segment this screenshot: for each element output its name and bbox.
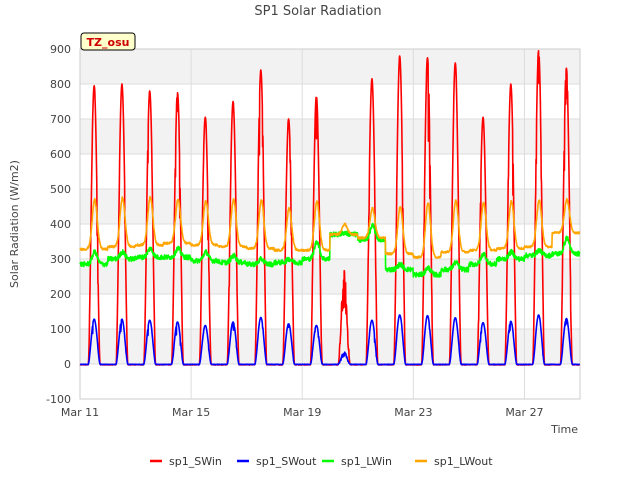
band-9 xyxy=(80,49,580,84)
band-1 xyxy=(80,329,580,364)
legend: sp1_SWin sp1_SWout sp1_LWin sp1_LWout xyxy=(150,455,493,468)
y-tick-label: 500 xyxy=(50,183,71,196)
x-tick-label: Mar 11 xyxy=(61,406,99,419)
y-tick-label: -100 xyxy=(46,393,71,406)
x-tick-label: Mar 15 xyxy=(172,406,210,419)
plot-frame xyxy=(79,48,581,400)
series-line-sp1-LWout xyxy=(79,195,581,259)
y-tick-label: 0 xyxy=(64,358,71,371)
y-axis: -100 0 100 200 300 400 500 600 700 800 900 xyxy=(46,43,71,406)
y-axis-label: Solar Radiation (W/m2) xyxy=(8,160,21,288)
y-tick-label: 800 xyxy=(50,78,71,91)
x-tick-label: Mar 27 xyxy=(505,406,543,419)
chart-title: SP1 Solar Radiation xyxy=(254,4,381,19)
series-layer xyxy=(79,50,581,366)
band-3 xyxy=(80,259,580,294)
legend-label: sp1_SWin xyxy=(169,455,222,468)
annotation-label: TZ_osu xyxy=(87,36,130,49)
y-tick-label: 200 xyxy=(50,288,71,301)
legend-label: sp1_LWout xyxy=(434,455,493,468)
y-tick-label: 700 xyxy=(50,113,71,126)
legend-label: sp1_LWin xyxy=(341,455,392,468)
band-7 xyxy=(80,119,580,154)
annotation-box: TZ_osu xyxy=(80,32,136,51)
y-tick-label: 300 xyxy=(50,253,71,266)
y-tick-label: 400 xyxy=(50,218,71,231)
y-tick-label: 600 xyxy=(50,148,71,161)
x-tick-label: Mar 23 xyxy=(394,406,432,419)
y-tick-label: 100 xyxy=(50,323,71,336)
band-5 xyxy=(80,189,580,224)
legend-label: sp1_SWout xyxy=(256,455,317,468)
x-axis: Mar 11 Mar 15 Mar 19 Mar 23 Mar 27 xyxy=(61,406,544,419)
x-tick-label: Mar 19 xyxy=(283,406,321,419)
y-tick-label: 900 xyxy=(50,43,71,56)
series-line-sp1-SWout xyxy=(79,314,581,366)
x-axis-label: Time xyxy=(550,423,578,436)
